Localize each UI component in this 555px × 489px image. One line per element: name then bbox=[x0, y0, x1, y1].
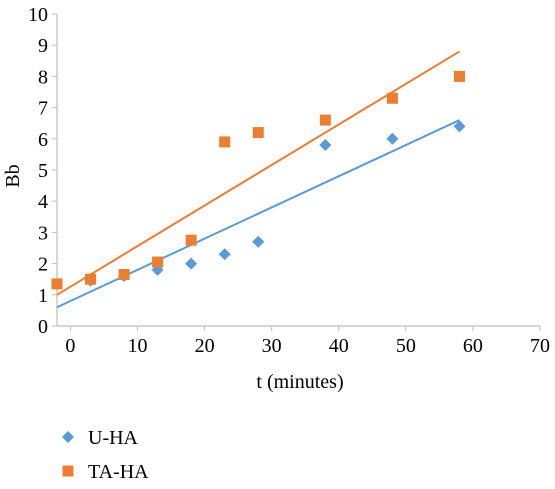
ta-ha-point bbox=[185, 234, 197, 246]
axes: 0 1 2 3 4 5 6 7 8 9 10 0 10 20 30 40 50 60 70 bbox=[28, 4, 550, 357]
y-tick-label: 3 bbox=[38, 222, 48, 244]
y-tick-label: 9 bbox=[38, 35, 48, 57]
trendline-u-ha bbox=[56, 119, 460, 309]
y-tick-label: 7 bbox=[38, 98, 48, 120]
x-tick-label: 30 bbox=[262, 335, 282, 357]
u-ha-point bbox=[185, 257, 198, 270]
x-tick-label: 50 bbox=[396, 335, 416, 357]
ta-ha-point bbox=[152, 256, 164, 268]
y-tick-label: 10 bbox=[28, 4, 48, 26]
y-tick-label: 2 bbox=[38, 254, 48, 276]
data-points bbox=[51, 70, 466, 290]
ta-ha-point bbox=[219, 136, 231, 148]
legend-marker-u-ha bbox=[62, 431, 74, 443]
u-ha-point bbox=[218, 248, 231, 261]
x-axis-title: t (minutes) bbox=[256, 371, 343, 393]
u-ha-point bbox=[453, 120, 466, 133]
trendlines bbox=[56, 50, 461, 309]
y-tick-label: 6 bbox=[38, 129, 48, 151]
legend-marker-ta-ha bbox=[62, 465, 74, 477]
y-tick-label: 8 bbox=[38, 66, 48, 88]
ta-ha-point bbox=[85, 273, 97, 285]
u-ha-point bbox=[252, 235, 265, 248]
x-tick-label: 70 bbox=[530, 335, 550, 357]
trendline-ta-ha bbox=[56, 50, 461, 296]
x-tick-label: 20 bbox=[195, 335, 215, 357]
x-tick-label: 10 bbox=[128, 335, 148, 357]
y-tick-label: 1 bbox=[38, 285, 48, 307]
legend-label-ta-ha: TA-HA bbox=[88, 461, 149, 483]
u-ha-point bbox=[319, 139, 332, 152]
ta-ha-point bbox=[454, 70, 465, 82]
ta-ha-point bbox=[51, 278, 63, 290]
ta-ha-point bbox=[252, 127, 264, 139]
ta-ha-point bbox=[319, 114, 331, 126]
ta-ha-point bbox=[386, 92, 398, 104]
ta-ha-point bbox=[118, 269, 130, 281]
x-tick-label: 0 bbox=[65, 335, 75, 357]
y-tick-label: 4 bbox=[38, 191, 48, 213]
legend: U-HA TA-HA bbox=[62, 427, 149, 483]
legend-label-u-ha: U-HA bbox=[88, 427, 139, 449]
x-tick-label: 40 bbox=[329, 335, 349, 357]
x-tick-label: 60 bbox=[463, 335, 483, 357]
y-axis-title: Bb bbox=[2, 164, 24, 187]
y-tick-label: 0 bbox=[38, 316, 48, 338]
u-ha-point bbox=[386, 132, 399, 145]
y-tick-label: 5 bbox=[38, 160, 48, 182]
